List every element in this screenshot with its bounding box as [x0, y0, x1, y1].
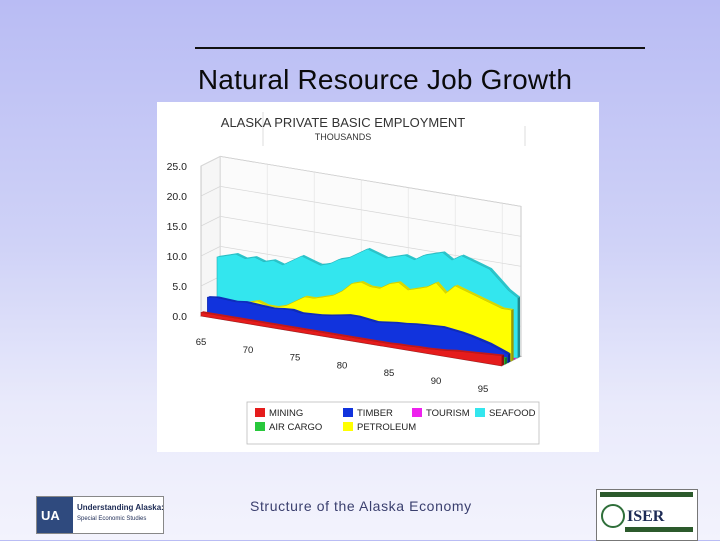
- legend-label-tourism: TOURISM: [426, 408, 470, 419]
- series-timber: [207, 296, 511, 364]
- y-tick-label: 15.0: [167, 221, 188, 233]
- legend-label-timber: TIMBER: [357, 408, 393, 419]
- x-tick-label: 80: [337, 360, 348, 371]
- legend-swatch-seafood: [475, 408, 485, 417]
- legend-swatch-timber: [343, 408, 353, 417]
- series-mining: [200, 311, 505, 367]
- understanding-alaska-logo: UA Understanding Alaska: Special Economi…: [36, 496, 164, 534]
- y-tick-label: 10.0: [167, 251, 188, 263]
- series-end-petroleum: [511, 309, 514, 362]
- legend-label-seafood: SEAFOOD: [489, 408, 536, 419]
- logo-bottom-band: [625, 527, 693, 532]
- logo-line-2: Special Economic Studies: [77, 516, 147, 522]
- x-tick-label: 70: [243, 345, 254, 356]
- legend-swatch-tourism: [412, 408, 422, 417]
- series-end-seafood: [517, 296, 521, 358]
- legend-swatch-petroleum: [343, 422, 353, 431]
- slide-title: Natural Resource Job Growth: [197, 64, 573, 95]
- chart-title: ALASKA PRIVATE BASIC EMPLOYMENT: [221, 115, 465, 130]
- employment-chart: 0.0 5.0 10.0 15.0 20.0 25.0 65 70 75 80 85 90 95 ALA…: [167, 112, 540, 445]
- y-tick-label: 5.0: [172, 281, 187, 293]
- iser-emblem-icon: [601, 504, 625, 528]
- footer-text: Structure of the Alaska Economy: [250, 498, 472, 514]
- y-tick-label: 20.0: [167, 191, 188, 203]
- iser-logo: ISER: [596, 489, 698, 541]
- x-tick-label: 95: [478, 384, 489, 395]
- legend-swatch-mining: [255, 408, 265, 417]
- series-end-air_cargo: [505, 357, 508, 365]
- series-face-mining: [200, 312, 503, 367]
- x-tick-label: 90: [431, 376, 442, 387]
- chart-subtitle: THOUSANDS: [315, 132, 372, 142]
- y-tick-label: 25.0: [167, 161, 188, 173]
- legend-label-petroleum: PETROLEUM: [357, 422, 416, 433]
- legend-box: [246, 401, 540, 445]
- series-top-timber: [207, 296, 511, 355]
- series-end-mining: [501, 354, 505, 366]
- chart-panel: 0.0 5.0 10.0 15.0 20.0 25.0 65 70 75 80 85 90 95 ALA…: [157, 102, 599, 452]
- y-tick-label: 0.0: [172, 311, 187, 323]
- x-tick-label: 85: [384, 368, 395, 379]
- iser-wordmark: ISER: [627, 508, 665, 525]
- logo-line-1: Understanding Alaska:: [77, 503, 164, 512]
- title-rule: [195, 47, 645, 49]
- ua-mark: UA: [37, 497, 73, 533]
- legend-swatch-air_cargo: [255, 422, 265, 431]
- gridline-25: [200, 156, 522, 207]
- logo-top-band: [600, 492, 693, 497]
- legend-label-mining: MINING: [269, 408, 303, 419]
- series-end-timber: [508, 353, 511, 363]
- x-tick-label: 65: [196, 337, 207, 348]
- x-tick-label: 75: [290, 353, 301, 364]
- legend-label-air_cargo: AIR CARGO: [269, 422, 322, 433]
